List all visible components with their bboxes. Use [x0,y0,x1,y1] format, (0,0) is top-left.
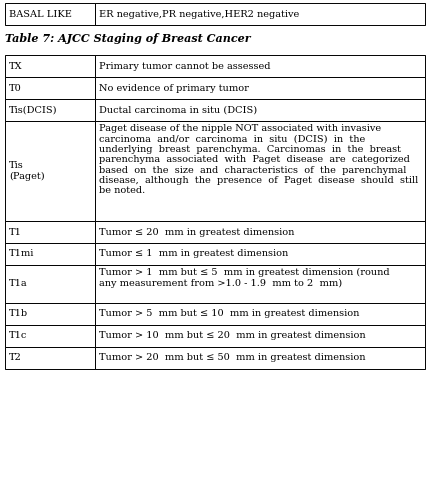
Bar [95,303,425,325]
Bar [95,243,425,265]
Text: TX: TX [9,61,23,71]
Bar [95,3,425,25]
Text: ER negative,PR negative,HER2 negative: ER negative,PR negative,HER2 negative [99,9,300,19]
Bar [5,325,95,347]
Bar [5,221,95,243]
Bar [5,3,95,25]
Bar [95,99,425,121]
Bar [5,121,95,221]
Text: T1: T1 [9,227,22,237]
Text: T2: T2 [9,354,22,362]
Bar [5,347,95,369]
Bar [5,243,95,265]
Bar [5,55,95,77]
Text: T1mi: T1mi [9,249,34,258]
Text: T1c: T1c [9,331,28,340]
Text: T1a: T1a [9,279,28,289]
Text: Ductal carcinoma in situ (DCIS): Ductal carcinoma in situ (DCIS) [99,106,258,114]
Text: Primary tumor cannot be assessed: Primary tumor cannot be assessed [99,61,271,71]
Text: Tumor ≤ 20  mm in greatest dimension: Tumor ≤ 20 mm in greatest dimension [99,227,295,237]
Bar [95,347,425,369]
Bar [5,265,95,303]
Text: Paget disease of the nipple NOT associated with invasive
carcinoma  and/or  carc: Paget disease of the nipple NOT associat… [99,124,418,195]
Text: T1b: T1b [9,309,28,319]
Bar [95,55,425,77]
Text: Tis
(Paget): Tis (Paget) [9,161,45,181]
Bar [95,121,425,221]
Text: Tis(DCIS): Tis(DCIS) [9,106,58,114]
Text: Tumor > 1  mm but ≤ 5  mm in greatest dimension (round
any measurement from >1.0: Tumor > 1 mm but ≤ 5 mm in greatest dime… [99,268,390,288]
Text: No evidence of primary tumor: No evidence of primary tumor [99,83,249,92]
Bar [95,221,425,243]
Bar [95,77,425,99]
Text: Table 7: AJCC Staging of Breast Cancer: Table 7: AJCC Staging of Breast Cancer [5,33,251,44]
Bar [5,99,95,121]
Text: Tumor > 10  mm but ≤ 20  mm in greatest dimension: Tumor > 10 mm but ≤ 20 mm in greatest di… [99,331,366,340]
Bar [5,77,95,99]
Bar [95,325,425,347]
Text: Tumor > 20  mm but ≤ 50  mm in greatest dimension: Tumor > 20 mm but ≤ 50 mm in greatest di… [99,354,366,362]
Bar [5,303,95,325]
Text: BASAL LIKE: BASAL LIKE [9,9,72,19]
Text: Tumor ≤ 1  mm in greatest dimension: Tumor ≤ 1 mm in greatest dimension [99,249,289,258]
Text: Tumor > 5  mm but ≤ 10  mm in greatest dimension: Tumor > 5 mm but ≤ 10 mm in greatest dim… [99,309,359,319]
Text: T0: T0 [9,83,22,92]
Bar [95,265,425,303]
